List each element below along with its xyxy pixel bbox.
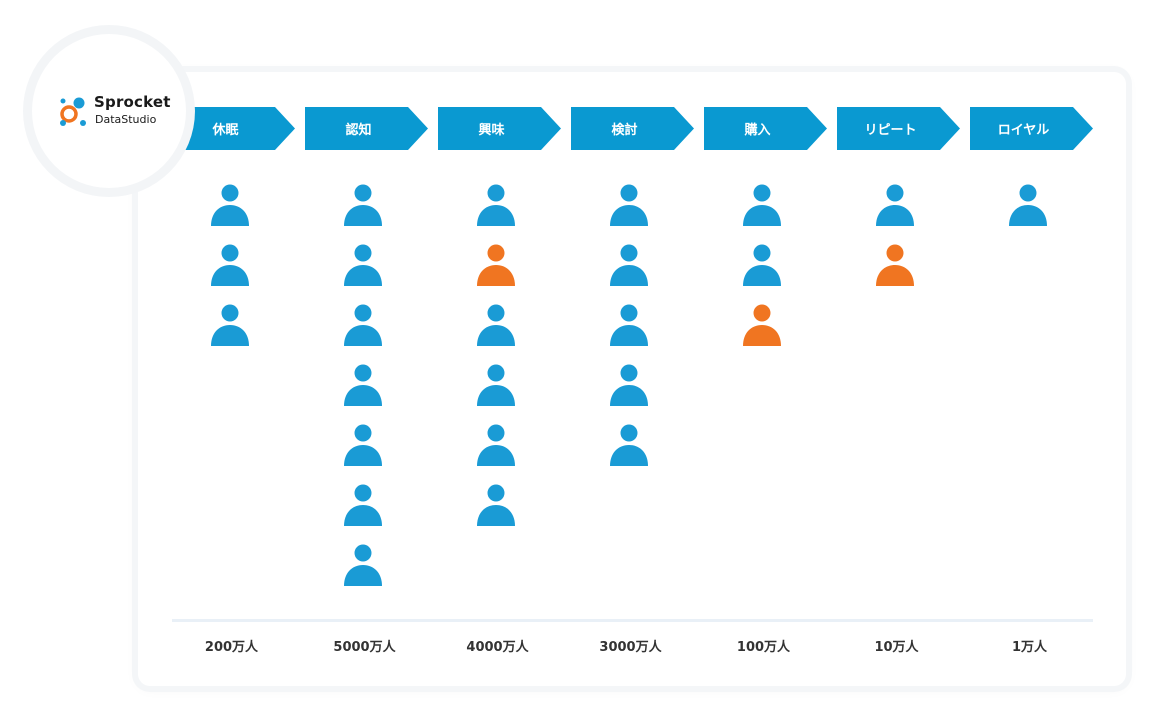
- person-icon: [476, 484, 515, 526]
- stage-chevron: リピート: [837, 107, 960, 150]
- person-icon: [742, 244, 781, 286]
- person-icon: [476, 424, 515, 466]
- person-icon: [609, 244, 648, 286]
- stage-people-column: [341, 182, 385, 602]
- stage-label: 検討: [611, 123, 638, 138]
- person-icon: [742, 184, 781, 226]
- stage-people-column: [740, 182, 784, 362]
- stage-label: 休眠: [212, 123, 239, 138]
- stage-chevron-shape: [837, 107, 960, 150]
- person-icon: [1008, 184, 1047, 226]
- person-icon: [343, 244, 382, 286]
- person-icon: [476, 304, 515, 346]
- stage-chevron-shape: [305, 107, 428, 150]
- brand-logo-badge: Sprocket DataStudio: [32, 34, 186, 188]
- person-icon: [210, 184, 249, 226]
- person-icon: [343, 364, 382, 406]
- person-icon: [343, 544, 382, 586]
- stage-label: 認知: [345, 123, 372, 138]
- person-icon: [210, 244, 249, 286]
- stage-count-label: 1万人: [1011, 640, 1048, 655]
- stage-people-column: [1006, 182, 1050, 242]
- stage-chevron-shape: [704, 107, 827, 150]
- stage-chevron: 検討: [571, 107, 694, 150]
- stage-chevron-shape: [970, 107, 1093, 150]
- brand-name: Sprocket: [94, 93, 171, 111]
- stage-label: 興味: [478, 123, 505, 138]
- stage-people-column: [607, 182, 651, 482]
- stage-people-column: [873, 182, 917, 302]
- person-icon: [476, 184, 515, 226]
- person-icon: [742, 304, 781, 346]
- stage-count-label: 3000万人: [599, 640, 662, 655]
- stage-people-column: [208, 182, 252, 362]
- stage-count-label: 4000万人: [466, 640, 529, 655]
- stage-chevron: ロイヤル: [970, 107, 1093, 150]
- person-icon: [343, 184, 382, 226]
- person-icon: [875, 184, 914, 226]
- person-icon: [343, 424, 382, 466]
- baseline-divider: [172, 619, 1093, 622]
- stage-count-label: 5000万人: [333, 640, 396, 655]
- brand-subname: DataStudio: [95, 113, 157, 126]
- stage-count-label: 10万人: [874, 640, 919, 655]
- stage-chevron: 休眠: [172, 107, 295, 150]
- person-icon: [609, 364, 648, 406]
- sprocket-logo-icon: [60, 97, 86, 126]
- stage-chevron: 購入: [704, 107, 827, 150]
- person-icon: [210, 304, 249, 346]
- stage-label: ロイヤル: [997, 123, 1050, 138]
- person-icon: [875, 244, 914, 286]
- stage-people-column: [474, 182, 518, 542]
- stage-label: リピート: [864, 123, 917, 138]
- stage-label: 購入: [744, 123, 771, 138]
- stage-chevron-shape: [172, 107, 295, 150]
- person-icon: [609, 424, 648, 466]
- person-icon: [609, 304, 648, 346]
- stage-count-label: 200万人: [204, 640, 259, 655]
- person-icon: [609, 184, 648, 226]
- person-icon: [343, 484, 382, 526]
- person-icon: [343, 304, 382, 346]
- stage-count-label: 100万人: [736, 640, 791, 655]
- stage-chevron: 認知: [305, 107, 428, 150]
- stage-chevron-shape: [438, 107, 561, 150]
- person-icon: [476, 364, 515, 406]
- stage-chevron: 興味: [438, 107, 561, 150]
- person-icon: [476, 244, 515, 286]
- stage-chevron-shape: [571, 107, 694, 150]
